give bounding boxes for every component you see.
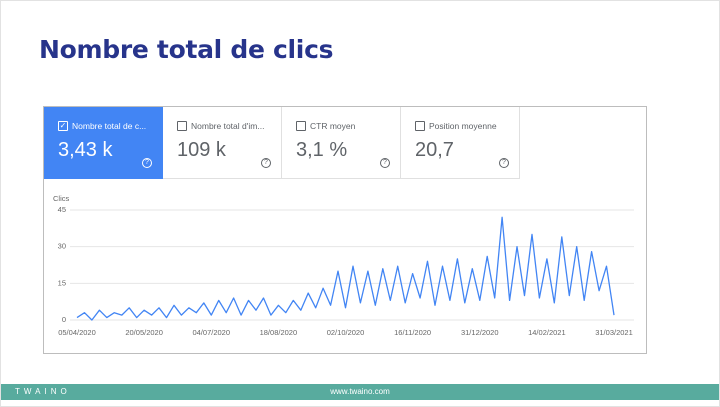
x-tick-label: 14/02/2021 <box>528 328 566 337</box>
metric-label: CTR moyen <box>310 121 356 131</box>
metric-card[interactable]: CTR moyen 3,1 % ? <box>282 107 401 179</box>
footer: TWAINO www.twaino.com <box>1 384 719 400</box>
help-icon[interactable]: ? <box>380 158 390 168</box>
footer-brand: TWAINO <box>15 387 71 396</box>
checkbox[interactable] <box>415 121 425 131</box>
metric-label: Nombre total d'im... <box>191 121 265 131</box>
y-tick-label: 15 <box>58 278 66 287</box>
metric-card[interactable]: Nombre total d'im... 109 k ? <box>163 107 282 179</box>
checkbox[interactable]: ✓ <box>58 121 68 131</box>
metric-card[interactable]: ✓ Nombre total de c... 3,43 k ? <box>44 107 163 179</box>
checkbox[interactable] <box>296 121 306 131</box>
chart: Clics 0 15 30 45 05/04/2020 20/05/2020 04/07/2… <box>53 194 634 337</box>
x-tick-label: 05/04/2020 <box>58 328 96 337</box>
checkbox[interactable] <box>177 121 187 131</box>
metric-value: 3,1 % <box>296 139 348 161</box>
metric-card[interactable]: Position moyenne 20,7 ? <box>401 107 520 179</box>
x-tick-label: 02/10/2020 <box>327 328 365 337</box>
metric-label: Position moyenne <box>429 121 497 131</box>
clicks-line <box>76 216 615 321</box>
footer-url: www.twaino.com <box>330 387 390 396</box>
x-tick-label: 31/03/2021 <box>595 328 633 337</box>
y-axis-label: Clics <box>53 194 69 203</box>
y-tick-label: 30 <box>58 242 66 251</box>
metric-label: Nombre total de c... <box>72 121 147 131</box>
x-tick-label: 20/05/2020 <box>125 328 163 337</box>
help-icon[interactable]: ? <box>499 158 509 168</box>
slide-title: Nombre total de clics <box>39 35 334 64</box>
x-tick-label: 16/11/2020 <box>394 328 431 337</box>
metric-value: 109 k <box>177 139 226 161</box>
help-icon[interactable]: ? <box>261 158 271 168</box>
x-tick-label: 31/12/2020 <box>461 328 499 337</box>
metric-value: 20,7 <box>415 139 454 161</box>
y-tick-label: 45 <box>58 205 66 214</box>
metric-value: 3,43 k <box>58 139 113 161</box>
help-icon[interactable]: ? <box>142 158 152 168</box>
y-tick-label: 0 <box>62 315 66 324</box>
x-tick-label: 18/08/2020 <box>260 328 298 337</box>
search-console-panel: ✓ Nombre total de c... 3,43 k ? Nombre t… <box>43 106 647 354</box>
x-tick-label: 04/07/2020 <box>192 328 230 337</box>
